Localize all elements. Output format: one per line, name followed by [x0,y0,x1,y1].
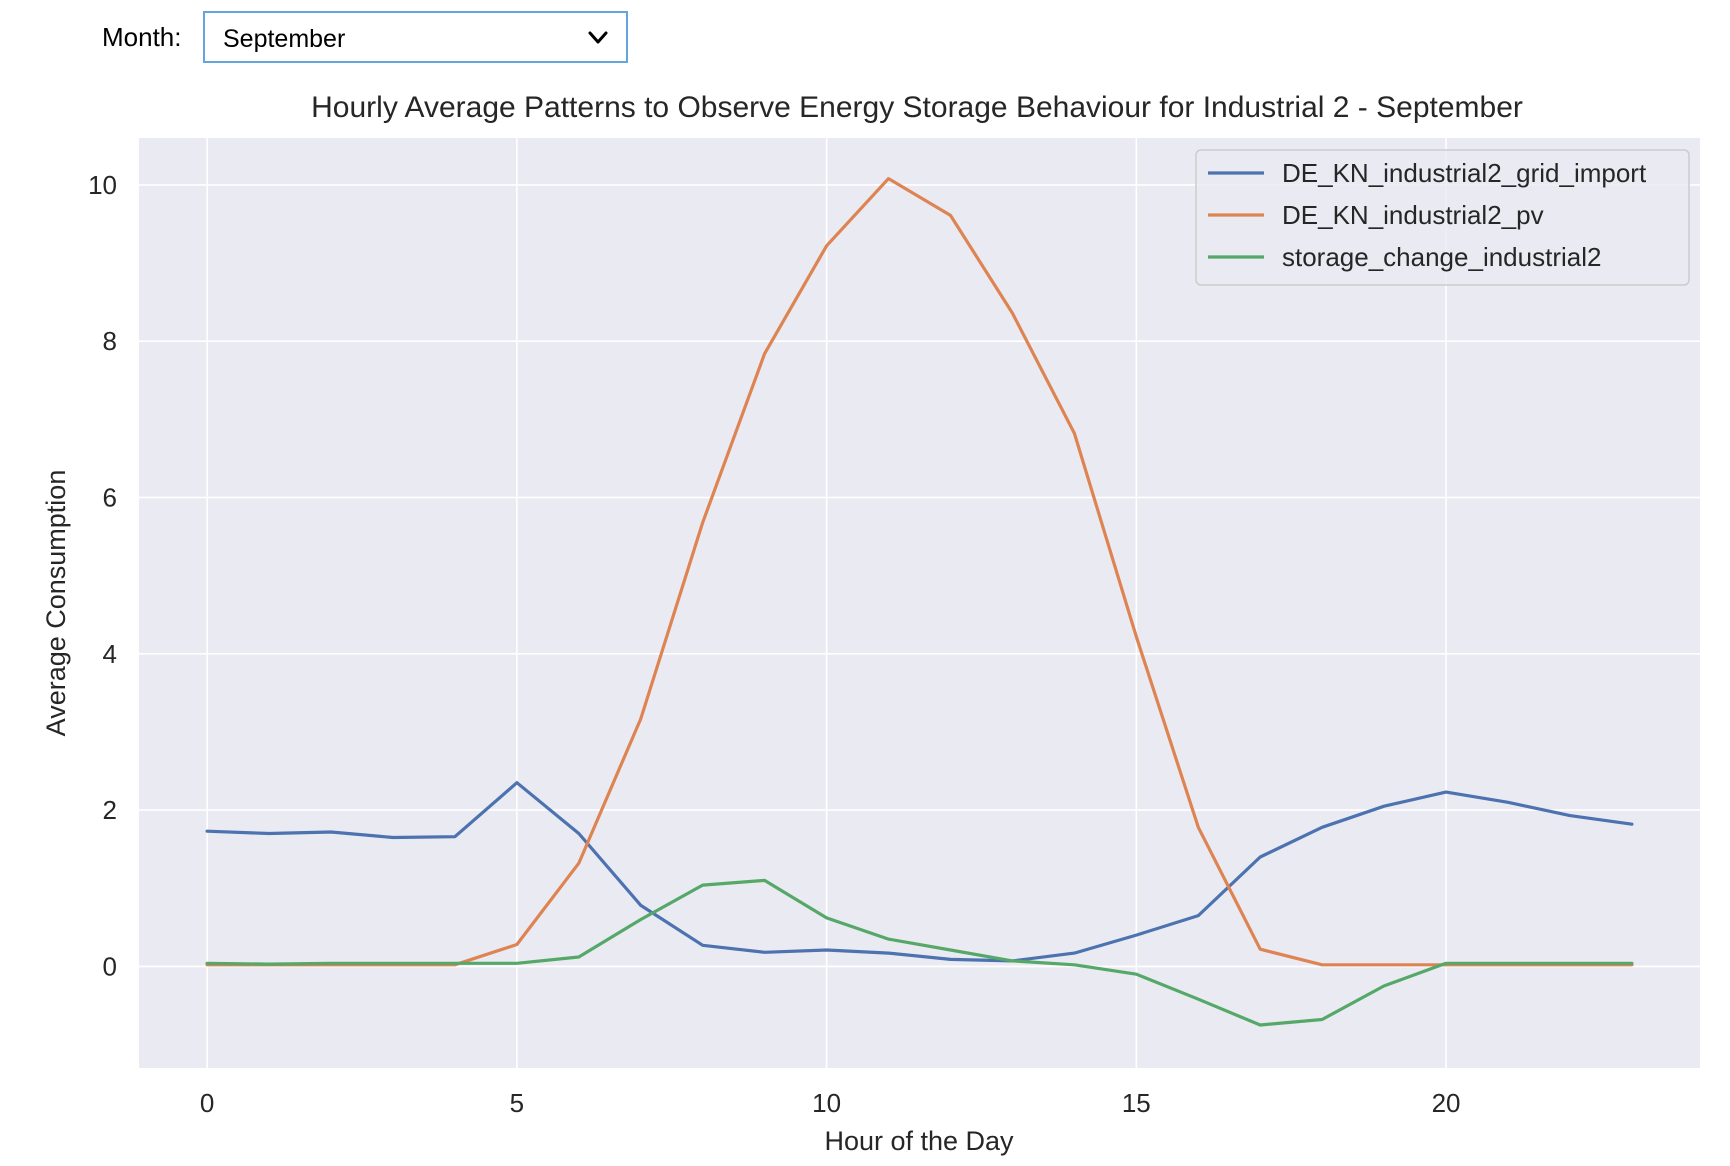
chart-title: Hourly Average Patterns to Observe Energ… [311,91,1523,124]
legend-label: DE_KN_industrial2_grid_import [1282,158,1647,188]
series-line-1 [205,781,1634,963]
y-tick-label: 2 [103,795,117,825]
x-tick-label: 5 [510,1088,524,1118]
x-tick-label: 0 [200,1088,214,1118]
y-tick-label: 0 [103,951,117,981]
series-line-3 [205,878,1634,1027]
x-tick-label: 15 [1122,1088,1151,1118]
legend-label: DE_KN_industrial2_pv [1282,200,1544,230]
y-axis-label: Average Consumption [41,470,71,737]
month-select-value: September [223,25,346,53]
month-control-row: Month: September [0,10,700,64]
y-tick-label: 4 [103,639,117,669]
x-axis-label: Hour of the Day [824,1126,1014,1156]
x-tick-label: 10 [812,1088,841,1118]
y-tick-label: 8 [103,326,117,356]
legend-label: storage_change_industrial2 [1282,242,1601,272]
chevron-down-icon [588,31,608,44]
y-tick-label: 10 [88,170,117,200]
plot-area [139,138,1700,1068]
legend: DE_KN_industrial2_grid_import DE_KN_indus… [1195,149,1690,286]
series-lines [205,177,1634,1027]
y-tick-label: 6 [103,482,117,512]
x-tick-label: 20 [1432,1088,1461,1118]
legend-box [1195,149,1690,286]
month-label: Month: [102,22,182,52]
axis-ticks: 0 5 10 15 20 0 2 4 6 8 10 [88,170,1460,1118]
month-select[interactable]: September [203,11,628,63]
